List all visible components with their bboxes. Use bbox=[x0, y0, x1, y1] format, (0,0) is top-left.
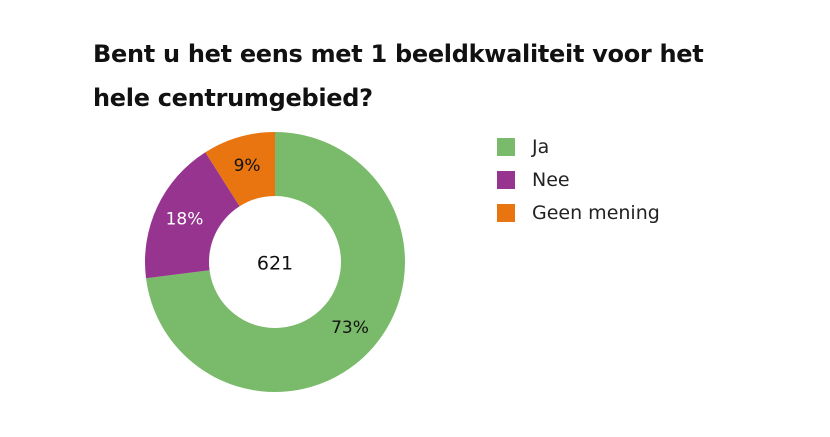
slice-nee bbox=[145, 152, 240, 279]
legend-label-nee: Nee bbox=[532, 168, 570, 191]
legend-label-geen-mening: Geen mening bbox=[532, 201, 660, 224]
legend-item-geen-mening: Geen mening bbox=[497, 196, 660, 229]
slice-ja bbox=[146, 132, 405, 392]
legend-swatch-geen-mening bbox=[497, 203, 515, 222]
chart-title: Bent u het eens met 1 beeldkwaliteit voo… bbox=[93, 40, 704, 112]
legend-item-nee: Nee bbox=[497, 163, 660, 196]
donut-slice-labels: 73% 18% 9% bbox=[166, 156, 369, 338]
slice-label-nee: 18% bbox=[166, 209, 204, 229]
slice-geen-mening bbox=[205, 132, 275, 207]
legend-label-ja: Ja bbox=[532, 135, 550, 158]
legend-item-ja: Ja bbox=[497, 130, 660, 163]
center-total-label: 621 bbox=[257, 253, 293, 275]
legend-swatch-nee bbox=[497, 170, 515, 189]
slice-label-ja: 73% bbox=[331, 318, 369, 338]
slice-label-geen-mening: 9% bbox=[234, 156, 261, 176]
donut-slices bbox=[145, 132, 405, 392]
legend: Ja Nee Geen mening bbox=[497, 130, 660, 229]
legend-swatch-ja bbox=[497, 137, 515, 156]
